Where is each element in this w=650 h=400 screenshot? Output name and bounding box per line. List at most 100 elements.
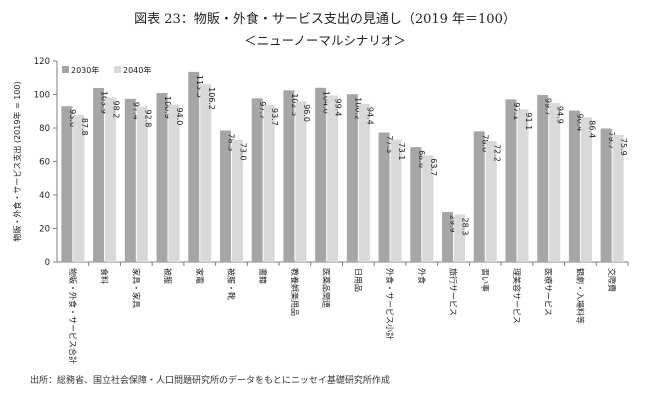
y-tick-label: 0	[45, 258, 50, 268]
data-label: 68.6	[417, 150, 426, 168]
data-label: 93.7	[270, 108, 279, 126]
bar-2030	[410, 147, 422, 262]
category-label: 家電	[195, 268, 205, 284]
data-label: 99.7	[544, 98, 553, 116]
data-label: 87.8	[80, 118, 89, 136]
data-label: 94.0	[175, 108, 184, 126]
data-label: 72.2	[492, 144, 501, 162]
bar-2030	[600, 128, 612, 262]
data-label: 97.1	[512, 102, 521, 120]
data-label: 29.9	[449, 215, 458, 233]
legend-label: 2030年	[71, 65, 99, 75]
bar-2030	[346, 94, 358, 262]
data-label: 100.2	[353, 97, 362, 120]
bar-2040	[485, 141, 497, 262]
data-label: 90.4	[575, 114, 584, 132]
bar-2030	[315, 87, 327, 262]
bar-2030	[537, 95, 549, 262]
data-label: 79.7	[607, 132, 616, 150]
data-label: 78.0	[480, 134, 489, 152]
data-label: 78.5	[226, 134, 235, 152]
bar-2030	[251, 98, 263, 262]
category-label: 医療サービス	[544, 268, 554, 316]
data-label: 97.7	[258, 101, 267, 119]
data-label: 100.9	[163, 96, 172, 119]
category-label: 被服	[163, 268, 173, 284]
data-label: 28.3	[461, 218, 470, 236]
bar-2030	[188, 71, 200, 262]
bar-2040	[422, 155, 434, 262]
bar-2040	[263, 105, 275, 263]
y-axis-title: 物販・外食・サービス支出 (2019年 = 100)	[12, 81, 22, 241]
bar-2040	[200, 84, 212, 263]
legend-label: 2040年	[123, 65, 151, 75]
data-label: 106.2	[207, 87, 216, 110]
bar-2030	[283, 90, 295, 262]
legend-swatch	[114, 66, 121, 73]
bar-2030	[378, 132, 390, 262]
data-label: 77.3	[385, 136, 394, 154]
bar-2040	[168, 104, 180, 262]
category-label: 外食	[417, 268, 427, 284]
data-label: 92.8	[143, 110, 152, 128]
data-label: 102.5	[290, 93, 299, 116]
category-label: 理美容サービス	[512, 268, 522, 324]
data-label: 75.9	[619, 138, 628, 156]
data-label: 113.5	[195, 75, 204, 98]
data-label: 104.0	[322, 91, 331, 114]
data-label: 63.7	[429, 158, 438, 176]
bar-2040	[517, 109, 529, 262]
bar-2040	[295, 101, 307, 262]
bar-2030	[442, 211, 454, 262]
y-tick-label: 120	[34, 57, 50, 67]
data-label: 94.4	[365, 107, 374, 125]
category-label: 家具・家具	[131, 268, 141, 308]
bar-2040	[612, 134, 624, 262]
y-tick-label: 40	[39, 191, 50, 201]
y-tick-label: 20	[39, 225, 50, 235]
data-label: 94.9	[556, 106, 565, 124]
bar-2040	[390, 139, 402, 262]
legend-swatch	[62, 66, 69, 73]
data-label: 86.4	[587, 120, 596, 138]
category-label: 習い事	[480, 268, 490, 292]
category-label: 物販・外食・サービス合計	[68, 268, 78, 364]
bar-2030	[568, 110, 580, 262]
chart-subtitle: ＜ニューノーマルシナリオ＞	[244, 33, 406, 48]
bar-2040	[327, 95, 339, 262]
data-label: 98.2	[112, 101, 121, 119]
category-label: 外食・サービス小計	[385, 268, 395, 340]
bar-2040	[136, 106, 148, 262]
source-note: 出所：総務省、国立社会保障・人口問題研究所のデータをもとにニッセイ基礎研究所作成	[30, 376, 390, 386]
y-tick-label: 60	[39, 158, 50, 168]
bar-2040	[73, 114, 85, 262]
data-label: 96.0	[302, 104, 311, 122]
data-label: 73.1	[397, 143, 406, 161]
data-label: 93.0	[68, 109, 77, 127]
bar-2030	[505, 99, 517, 262]
bar-2030	[124, 98, 136, 262]
bar-2030	[219, 130, 231, 262]
bar-2040	[231, 139, 243, 262]
y-tick-label: 100	[34, 91, 50, 101]
y-tick-label: 80	[39, 124, 50, 134]
bar-2030	[93, 87, 105, 262]
category-label: 旅行サービス	[449, 268, 459, 316]
category-label: 観劇・入場料等	[575, 268, 585, 324]
bar-2030	[156, 92, 168, 263]
bar-2040	[580, 117, 592, 262]
bar-2040	[105, 97, 117, 262]
category-label: 書籍	[258, 268, 268, 284]
bar-2040	[454, 214, 466, 262]
chart-title: 図表 23：物販・外食・サービス支出の見通し（2019 年＝100）	[134, 12, 516, 27]
data-label: 73.0	[238, 143, 247, 161]
category-label: 教養娯楽用品	[290, 268, 300, 316]
category-label: 交際費	[607, 268, 617, 292]
data-label: 103.9	[100, 91, 109, 114]
category-label: 医薬品関連	[322, 268, 332, 308]
data-label: 91.1	[524, 112, 533, 130]
category-label: 食料	[100, 268, 110, 284]
bar-2030	[61, 106, 73, 262]
bar-2040	[358, 103, 370, 262]
